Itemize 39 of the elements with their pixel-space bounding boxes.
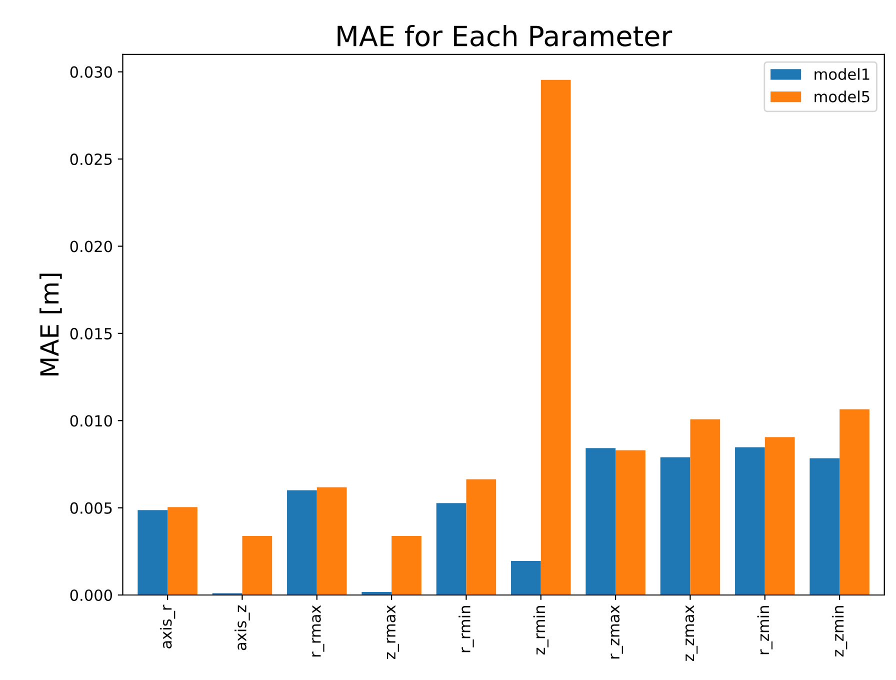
bar xyxy=(586,448,616,595)
bar xyxy=(540,80,571,595)
bar xyxy=(511,560,541,595)
y-axis-title: MAE [m] xyxy=(40,274,62,376)
bar xyxy=(764,437,795,595)
bar xyxy=(466,479,496,595)
y-tick-label: 0.015 xyxy=(70,328,112,340)
bar xyxy=(810,458,840,595)
y-tick-label: 0.030 xyxy=(70,66,112,78)
x-tick-label: r_zmin xyxy=(757,606,772,654)
y-tick-label: 0.025 xyxy=(70,154,112,166)
y-tick-label: 0.005 xyxy=(70,502,112,514)
x-tick-label: z_zmin xyxy=(832,606,848,657)
bar xyxy=(138,510,168,595)
bar xyxy=(660,457,690,595)
x-tick-label: r_rmax xyxy=(312,605,324,657)
x-tick-label: z_zmax xyxy=(685,605,698,662)
bar xyxy=(735,447,765,595)
legend-label: model5 xyxy=(814,90,870,102)
x-tick-label: axis_z xyxy=(234,605,250,650)
bar xyxy=(436,503,466,595)
legend-label: model1 xyxy=(814,68,870,80)
bar xyxy=(316,487,347,595)
bar xyxy=(287,490,317,595)
x-tick-label: z_rmin xyxy=(533,606,548,655)
x-tick-label: r_rmin xyxy=(458,606,474,652)
x-tick-label: r_zmax xyxy=(610,605,623,659)
y-tick-label: 0.010 xyxy=(70,415,112,427)
x-tick-label: z_rmax xyxy=(386,605,399,660)
y-tick-label: 0.020 xyxy=(70,240,112,252)
x-tick-label: axis_r xyxy=(160,604,176,648)
bar xyxy=(616,450,646,595)
bar xyxy=(392,536,422,595)
bar xyxy=(168,507,198,595)
chart-title: MAE for Each Parameter xyxy=(338,24,672,46)
y-tick-label: 0.000 xyxy=(70,589,112,602)
bar xyxy=(690,419,720,595)
bar xyxy=(242,536,272,595)
bar xyxy=(840,409,870,595)
